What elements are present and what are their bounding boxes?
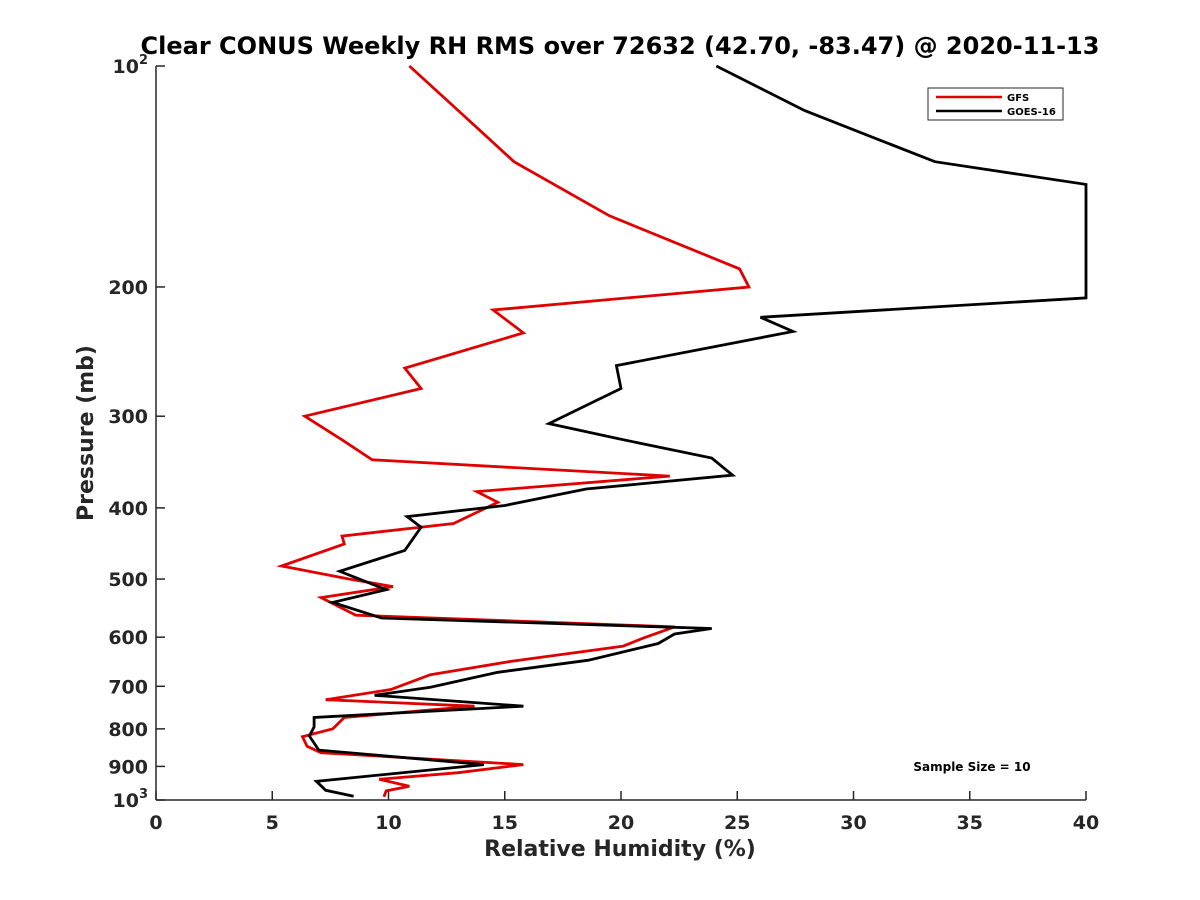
x-tick-label: 0 xyxy=(149,812,162,834)
x-tick-label: 15 xyxy=(492,812,518,834)
y-tick-label: 400 xyxy=(108,498,148,520)
chart-title: Clear CONUS Weekly RH RMS over 72632 (42… xyxy=(141,32,1100,60)
y-tick-label: 102 xyxy=(113,53,149,78)
legend-label-gfs: GFS xyxy=(1007,93,1029,104)
y-axis-ticks: 102 200 300 400 500 600 700 800 900 103 xyxy=(108,53,165,812)
x-tick-label: 40 xyxy=(1073,812,1099,834)
y-tick-label: 300 xyxy=(108,406,148,428)
x-tick-label: 20 xyxy=(608,812,634,834)
legend: GFS GOES-16 xyxy=(927,87,1064,121)
legend-box xyxy=(927,87,1064,121)
y-tick-label: 103 xyxy=(113,787,149,812)
y-tick-label: 200 xyxy=(108,277,148,299)
series-line-gfs xyxy=(276,64,752,798)
y-tick-label: 600 xyxy=(108,627,148,649)
x-tick-label: 25 xyxy=(724,812,750,834)
y-tick-label: 900 xyxy=(108,756,148,778)
y-tick-label: 700 xyxy=(108,676,148,698)
plot-area: 0 5 10 15 20 25 30 35 40 102 200 300 400 500 600 700 80… xyxy=(108,53,1099,834)
x-tick-label: 30 xyxy=(840,812,866,834)
sample-size-annotation: Sample Size = 10 xyxy=(913,760,1030,774)
x-tick-label: 5 xyxy=(266,812,279,834)
y-tick-label: 800 xyxy=(108,719,148,741)
legend-label-goes16: GOES-16 xyxy=(1007,107,1056,118)
series-layer xyxy=(276,64,1088,798)
x-tick-label: 10 xyxy=(375,812,401,834)
series-line-goes-16 xyxy=(307,64,1088,798)
x-tick-label: 35 xyxy=(957,812,983,834)
x-axis-label: Relative Humidity (%) xyxy=(484,837,756,862)
y-tick-label: 500 xyxy=(108,569,148,591)
x-axis-ticks: 0 5 10 15 20 25 30 35 40 xyxy=(149,791,1099,834)
y-axis-label: Pressure (mb) xyxy=(74,345,99,521)
